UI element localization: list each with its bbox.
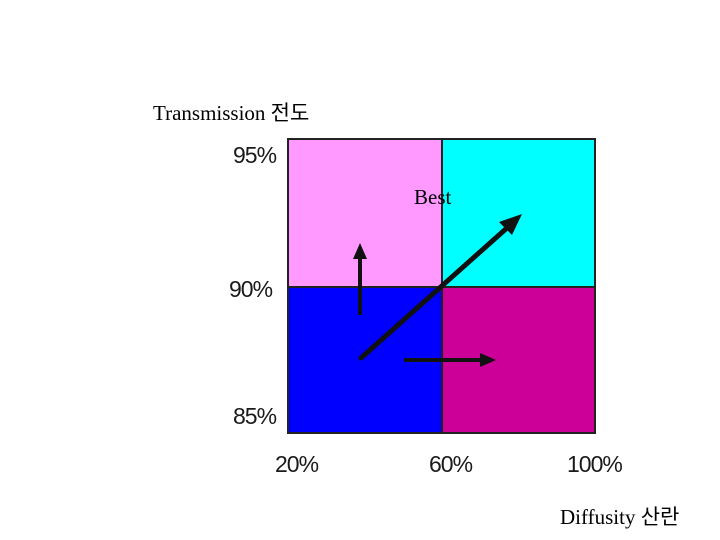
vertical-arrow-up — [353, 243, 367, 315]
x-axis-title: Diffusity 산란 — [560, 505, 680, 529]
x-tick-100: 100% — [567, 451, 623, 477]
diagonal-arrow-to-best — [358, 214, 522, 361]
y-tick-85: 85% — [233, 403, 277, 429]
horizontal-arrow-head — [480, 353, 496, 367]
vertical-arrow-head — [353, 243, 367, 259]
quadrant-top-left — [289, 140, 442, 287]
y-axis-title: Transmission 전도 — [153, 101, 310, 125]
best-label: Best — [414, 185, 452, 209]
diagonal-arrow-shaft — [358, 224, 511, 361]
horizontal-arrow-right — [404, 353, 496, 367]
x-tick-60: 60% — [429, 451, 473, 477]
x-tick-20: 20% — [275, 451, 319, 477]
y-tick-95: 95% — [233, 142, 277, 168]
y-tick-90: 90% — [229, 276, 273, 302]
diagonal-arrow-head — [499, 214, 522, 235]
